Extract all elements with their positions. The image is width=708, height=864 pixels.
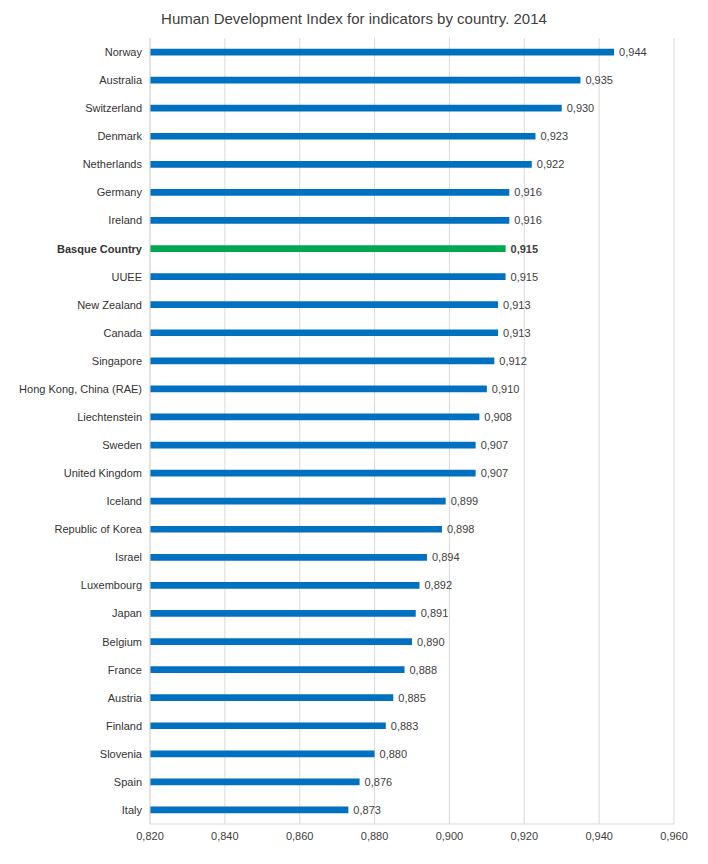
- svg-text:0,898: 0,898: [447, 523, 475, 535]
- svg-text:0,890: 0,890: [417, 636, 445, 648]
- svg-text:Switzerland: Switzerland: [85, 102, 142, 114]
- svg-text:0,883: 0,883: [391, 720, 419, 732]
- svg-text:Republic of Korea: Republic of Korea: [55, 523, 143, 535]
- svg-text:0,923: 0,923: [541, 130, 569, 142]
- svg-text:0,860: 0,860: [286, 830, 314, 842]
- svg-text:0,876: 0,876: [365, 776, 393, 788]
- svg-text:Spain: Spain: [114, 776, 142, 788]
- svg-text:0,912: 0,912: [499, 355, 527, 367]
- svg-text:Japan: Japan: [112, 607, 142, 619]
- svg-text:0,913: 0,913: [503, 327, 531, 339]
- svg-text:0,891: 0,891: [421, 607, 449, 619]
- svg-text:0,940: 0,940: [585, 830, 613, 842]
- svg-text:0,935: 0,935: [585, 74, 613, 86]
- svg-text:Canada: Canada: [103, 327, 142, 339]
- svg-text:New Zealand: New Zealand: [77, 299, 142, 311]
- svg-text:0,880: 0,880: [380, 748, 408, 760]
- svg-text:0,915: 0,915: [511, 243, 539, 255]
- svg-text:0,873: 0,873: [353, 804, 381, 816]
- svg-text:Hong Kong, China (RAE): Hong Kong, China (RAE): [19, 383, 142, 395]
- svg-text:0,960: 0,960: [660, 830, 688, 842]
- svg-text:0,920: 0,920: [511, 830, 539, 842]
- svg-text:0,916: 0,916: [514, 214, 542, 226]
- svg-text:0,899: 0,899: [451, 495, 479, 507]
- svg-text:Germany: Germany: [97, 186, 143, 198]
- svg-text:0,944: 0,944: [619, 46, 647, 58]
- svg-text:Ireland: Ireland: [108, 214, 142, 226]
- svg-text:0,907: 0,907: [481, 439, 509, 451]
- svg-text:Netherlands: Netherlands: [83, 158, 143, 170]
- svg-text:0,900: 0,900: [436, 830, 464, 842]
- svg-text:United Kingdom: United Kingdom: [64, 467, 142, 479]
- svg-text:0,888: 0,888: [410, 664, 438, 676]
- svg-text:Australia: Australia: [99, 74, 143, 86]
- svg-text:France: France: [108, 664, 142, 676]
- svg-text:Singapore: Singapore: [92, 355, 142, 367]
- svg-text:Slovenia: Slovenia: [100, 748, 143, 760]
- svg-text:Norway: Norway: [105, 46, 143, 58]
- html-text:Human Development Index for in: Human Development Index for indicators b…: [161, 10, 547, 27]
- svg-text:0,930: 0,930: [567, 102, 595, 114]
- svg-text:0,913: 0,913: [503, 299, 531, 311]
- svg-text:0,916: 0,916: [514, 186, 542, 198]
- svg-text:Italy: Italy: [122, 804, 143, 816]
- svg-text:Basque Country: Basque Country: [57, 243, 143, 255]
- svg-text:0,922: 0,922: [537, 158, 565, 170]
- svg-text:Belgium: Belgium: [102, 636, 142, 648]
- svg-text:0,885: 0,885: [398, 692, 426, 704]
- svg-text:Israel: Israel: [115, 551, 142, 563]
- svg-text:0,840: 0,840: [211, 830, 239, 842]
- svg-text:UUEE: UUEE: [111, 271, 142, 283]
- svg-text:Iceland: Iceland: [107, 495, 142, 507]
- svg-text:0,910: 0,910: [492, 383, 520, 395]
- svg-text:0,908: 0,908: [484, 411, 512, 423]
- svg-text:0,915: 0,915: [511, 271, 539, 283]
- svg-text:Sweden: Sweden: [102, 439, 142, 451]
- svg-text:Austria: Austria: [108, 692, 143, 704]
- svg-text:Liechtenstein: Liechtenstein: [77, 411, 142, 423]
- svg-text:0,820: 0,820: [136, 830, 164, 842]
- svg-text:0,892: 0,892: [424, 579, 452, 591]
- svg-text:Finland: Finland: [106, 720, 142, 732]
- svg-text:0,907: 0,907: [481, 467, 509, 479]
- svg-text:Denmark: Denmark: [97, 130, 142, 142]
- svg-text:0,894: 0,894: [432, 551, 460, 563]
- svg-text:Luxembourg: Luxembourg: [81, 579, 142, 591]
- svg-text:0,880: 0,880: [361, 830, 389, 842]
